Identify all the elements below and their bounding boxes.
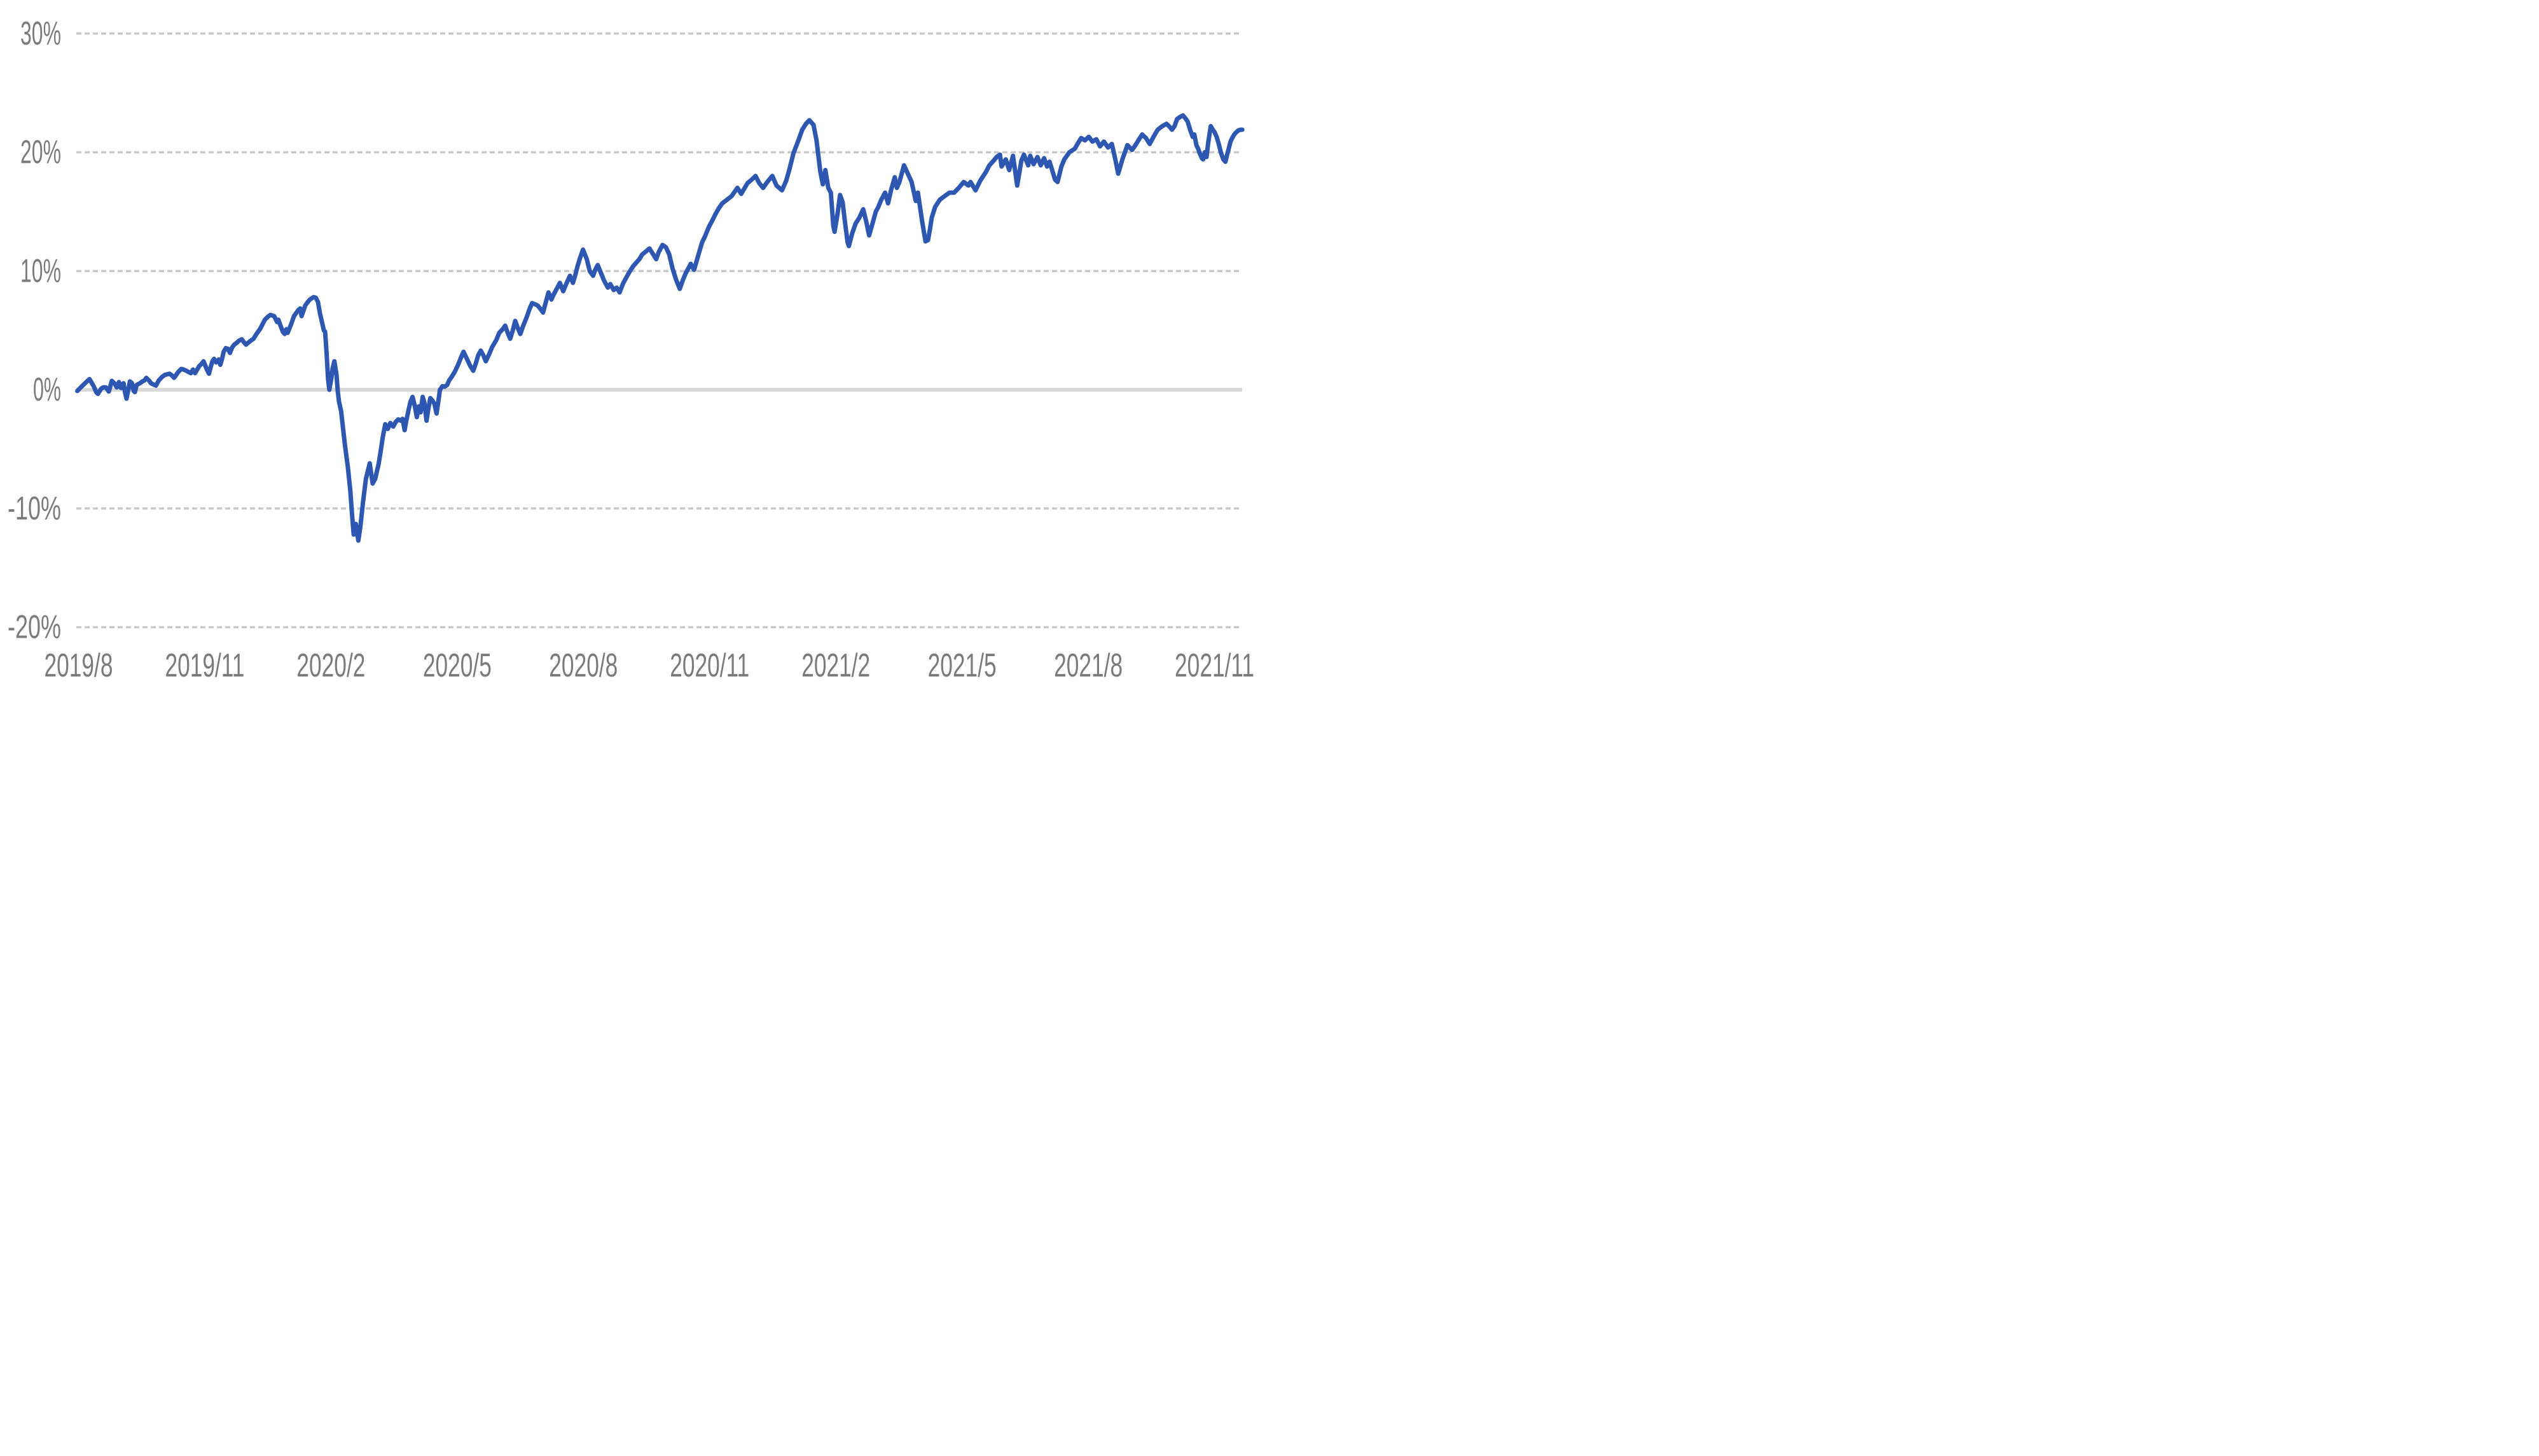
performance-line-chart: 30% 20% 10% 0% -10% -20% 2019/8 2019/11 2020/2 20… (0, 0, 1270, 728)
x-tick-label-2021/8: 2021/8 (1054, 647, 1123, 684)
x-tick-label-2019/11: 2019/11 (165, 647, 244, 684)
x-tick-label-2021/5: 2021/5 (928, 647, 997, 684)
y-tick-label-30%: 30% (20, 15, 61, 52)
y-tick-label-10%: 10% (20, 252, 61, 289)
x-tick-label-2021/2: 2021/2 (801, 647, 870, 684)
x-tick-label-2019/8: 2019/8 (45, 647, 113, 684)
chart-canvas: 30% 20% 10% 0% -10% -20%2019/8 2019/11 2020/2 20… (8, 15, 1254, 684)
y-tick-label--10%: -10% (8, 490, 61, 527)
y-tick-label--20%: -20% (8, 609, 61, 646)
x-tick-label-2021/11: 2021/11 (1175, 647, 1254, 684)
series-line-cumulative-return-pct (75, 113, 1245, 543)
y-tick-label-20%: 20% (20, 134, 61, 171)
x-tick-label-2020/2: 2020/2 (296, 647, 365, 684)
y-tick-label-0%: 0% (33, 371, 61, 408)
x-tick-label-2020/8: 2020/8 (549, 647, 618, 684)
x-tick-label-2020/11: 2020/11 (670, 647, 749, 684)
x-tick-label-2020/5: 2020/5 (423, 647, 492, 684)
